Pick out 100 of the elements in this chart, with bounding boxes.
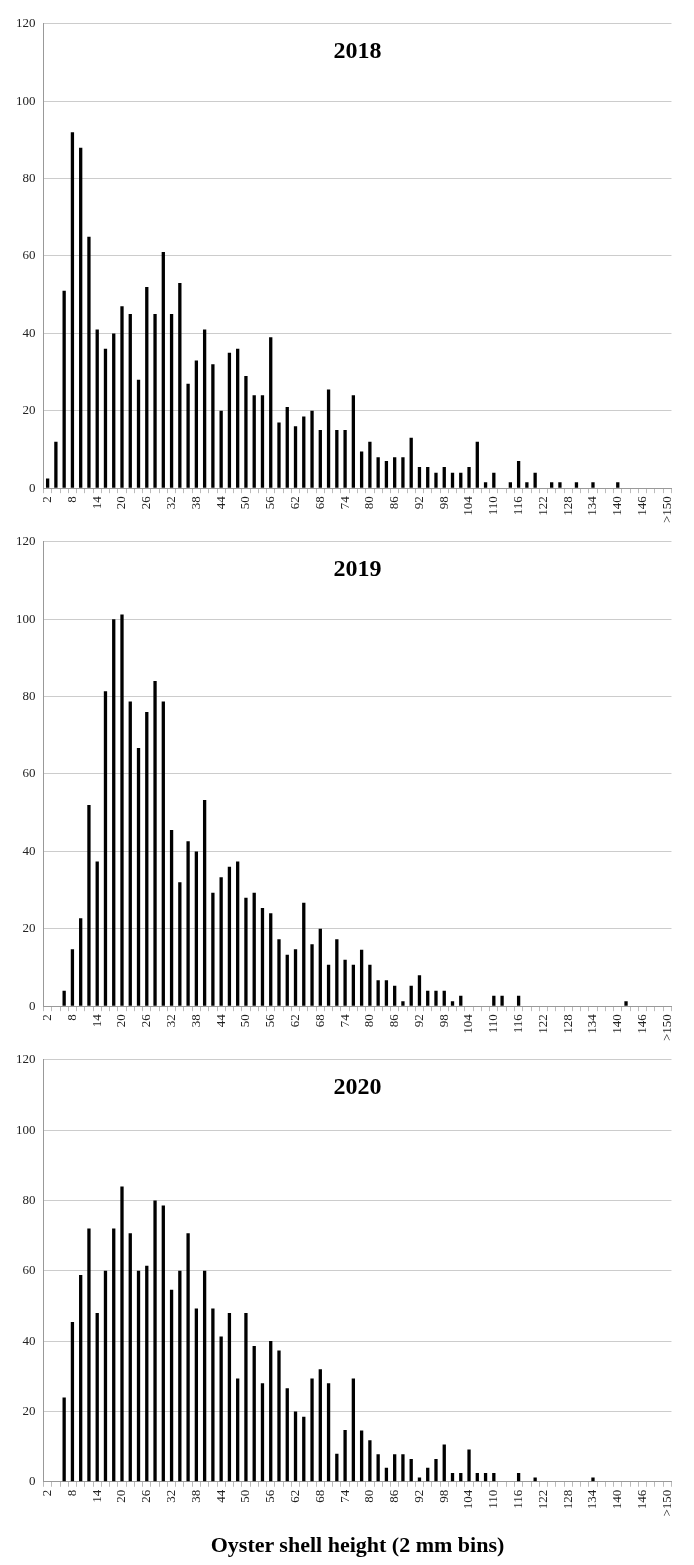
bar [227, 352, 232, 488]
x-tick-label: 26 [138, 1013, 154, 1028]
bar [45, 478, 50, 488]
x-tick-label: 92 [410, 1489, 426, 1503]
x-tick-label: 32 [163, 496, 178, 510]
x-tick-label: 38 [187, 496, 203, 510]
bar [161, 252, 165, 488]
bar [335, 939, 339, 1006]
bar [318, 928, 322, 1006]
bar [103, 348, 108, 488]
x-tick-label: 62 [286, 1489, 302, 1503]
x-tick-label: 20 [113, 1014, 129, 1028]
bar [550, 482, 554, 488]
bar [236, 1378, 240, 1482]
y-tick-label: 60 [22, 1262, 36, 1278]
bar [293, 949, 298, 1006]
x-tick-label: 80 [361, 496, 377, 510]
bar [169, 830, 174, 1006]
bar [219, 877, 223, 1006]
x-tick-label: 80 [361, 1489, 377, 1503]
x-tick-label: 44 [212, 495, 228, 510]
x-tick-label: 134 [584, 1489, 600, 1510]
bar [103, 691, 108, 1006]
x-tick-label: 86 [386, 1489, 402, 1503]
bar [359, 1430, 364, 1482]
bar [277, 939, 281, 1006]
bar [326, 1383, 331, 1482]
bar [450, 1001, 455, 1006]
text: 2018 [333, 37, 382, 63]
bar [186, 841, 190, 1006]
bar [310, 410, 314, 488]
bar [401, 1454, 405, 1482]
y-tick-label: 0 [29, 479, 36, 495]
bar [417, 975, 422, 1006]
y-tick-label: 20 [22, 402, 36, 418]
bar [169, 314, 174, 488]
bar [467, 466, 471, 488]
bar [120, 614, 124, 1006]
y-tick-label: 40 [22, 324, 36, 340]
bar [136, 1270, 141, 1482]
x-tick-label: 74 [336, 1489, 352, 1503]
bar [409, 437, 413, 488]
bar [483, 482, 488, 488]
x-tick-label: 146 [633, 495, 649, 516]
bar [384, 980, 389, 1006]
x-tick-label: 134 [584, 1013, 600, 1034]
bar [426, 990, 430, 1006]
bar [393, 457, 397, 488]
bar [442, 1444, 446, 1482]
bar [492, 472, 496, 488]
bar [442, 990, 446, 1006]
y-tick-label: 120 [16, 533, 36, 549]
bar [136, 748, 141, 1006]
bar [574, 482, 579, 488]
bar [459, 995, 463, 1006]
y-tick-label: 120 [16, 15, 36, 31]
x-tick-label: 116 [510, 1489, 526, 1509]
bar [227, 1312, 232, 1482]
bar [376, 457, 380, 488]
bar [178, 283, 182, 488]
bar [62, 990, 66, 1006]
bar [310, 1378, 314, 1482]
bar [591, 1477, 595, 1482]
y-tick-label: 100 [16, 1121, 36, 1137]
x-tick-label: 86 [386, 1013, 402, 1028]
x-tick-label: 98 [435, 496, 451, 510]
bar [368, 964, 372, 1006]
bar [70, 1322, 75, 1482]
bar [459, 472, 463, 488]
x-tick-label: 104 [460, 1013, 476, 1034]
bar [269, 337, 273, 488]
bar [95, 861, 99, 1006]
x-tick-label: 110 [485, 1489, 501, 1509]
x-tick-label: 92 [410, 1014, 426, 1028]
x-tick-label: 110 [485, 496, 501, 516]
bar [351, 964, 356, 1006]
bar [128, 1233, 132, 1482]
x-tick-label: 32 [163, 1014, 178, 1028]
bar [351, 395, 356, 488]
x-tick-label: 14 [88, 495, 104, 510]
bar [120, 306, 124, 488]
bar [525, 482, 529, 488]
y-tick-label: 60 [22, 765, 36, 781]
bar [153, 314, 157, 488]
bar [161, 1205, 165, 1482]
x-tick-label: 74 [336, 1013, 352, 1028]
bar [62, 1397, 66, 1482]
x-tick-label: 44 [212, 1489, 228, 1503]
bar [219, 1336, 223, 1482]
x-tick-label: 56 [262, 1013, 278, 1028]
x-tick-label: 14 [88, 1489, 104, 1503]
bar [87, 804, 91, 1006]
bar [211, 364, 215, 488]
bar [128, 314, 132, 488]
x-tick-label: 86 [386, 495, 402, 510]
bar [227, 866, 232, 1006]
bar [335, 430, 339, 488]
y-tick-label: 40 [22, 842, 36, 858]
bar [103, 1270, 108, 1482]
x-tick-label: 44 [212, 1013, 228, 1028]
